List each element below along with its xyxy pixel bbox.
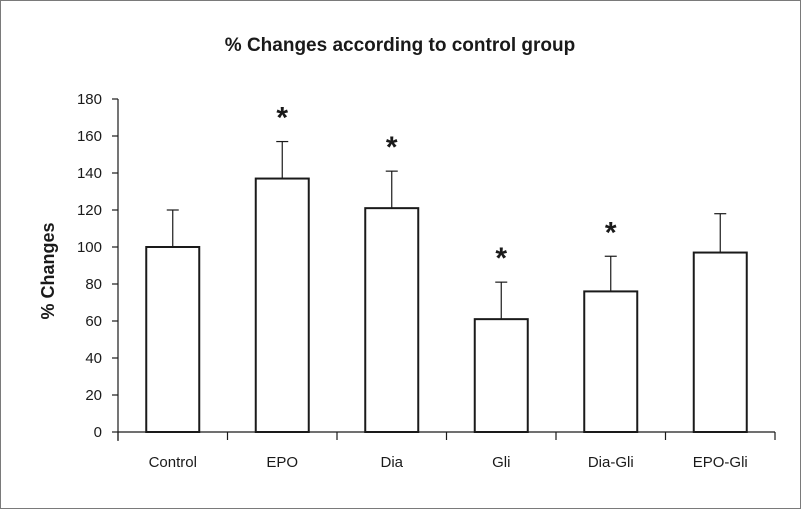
significance-star: * <box>495 242 507 275</box>
category-labels: Control EPO Dia Gli Dia-Gli EPO-Gli <box>149 454 748 471</box>
y-tick-label: 60 <box>85 313 102 330</box>
y-tick-label: 0 <box>94 424 102 441</box>
bar-gli <box>473 318 529 433</box>
error-bars <box>166 140 727 320</box>
y-axis-ticks: 0 20 40 60 80 100 120 140 160 180 <box>77 91 118 441</box>
y-tick-label: 120 <box>77 202 102 219</box>
y-axis-label: % Changes <box>38 222 58 319</box>
y-tick-label: 180 <box>77 91 102 108</box>
y-tick-label: 100 <box>77 239 102 256</box>
category-label: EPO <box>266 454 298 471</box>
category-label: Gli <box>492 454 510 471</box>
x-axis-ticks <box>117 432 776 440</box>
chart-title: % Changes according to control group <box>225 35 575 56</box>
category-label: Dia-Gli <box>588 454 634 471</box>
bar-series <box>145 177 748 433</box>
bar-control <box>145 246 201 433</box>
category-label: EPO-Gli <box>693 454 748 471</box>
category-label: Control <box>149 454 197 471</box>
bar-epo <box>254 177 310 433</box>
significance-star: * <box>276 102 288 135</box>
significance-markers: * * * * <box>276 102 617 276</box>
y-tick-label: 40 <box>85 350 102 367</box>
y-tick-label: 20 <box>85 387 102 404</box>
significance-star: * <box>605 216 617 249</box>
bar-epo-gli <box>692 251 748 433</box>
bar-dia <box>364 207 420 433</box>
significance-star: * <box>386 131 398 164</box>
bar-dia-gli <box>583 290 639 433</box>
y-tick-label: 80 <box>85 276 102 293</box>
category-label: Dia <box>380 454 403 471</box>
y-tick-label: 140 <box>77 165 102 182</box>
y-tick-label: 160 <box>77 128 102 145</box>
